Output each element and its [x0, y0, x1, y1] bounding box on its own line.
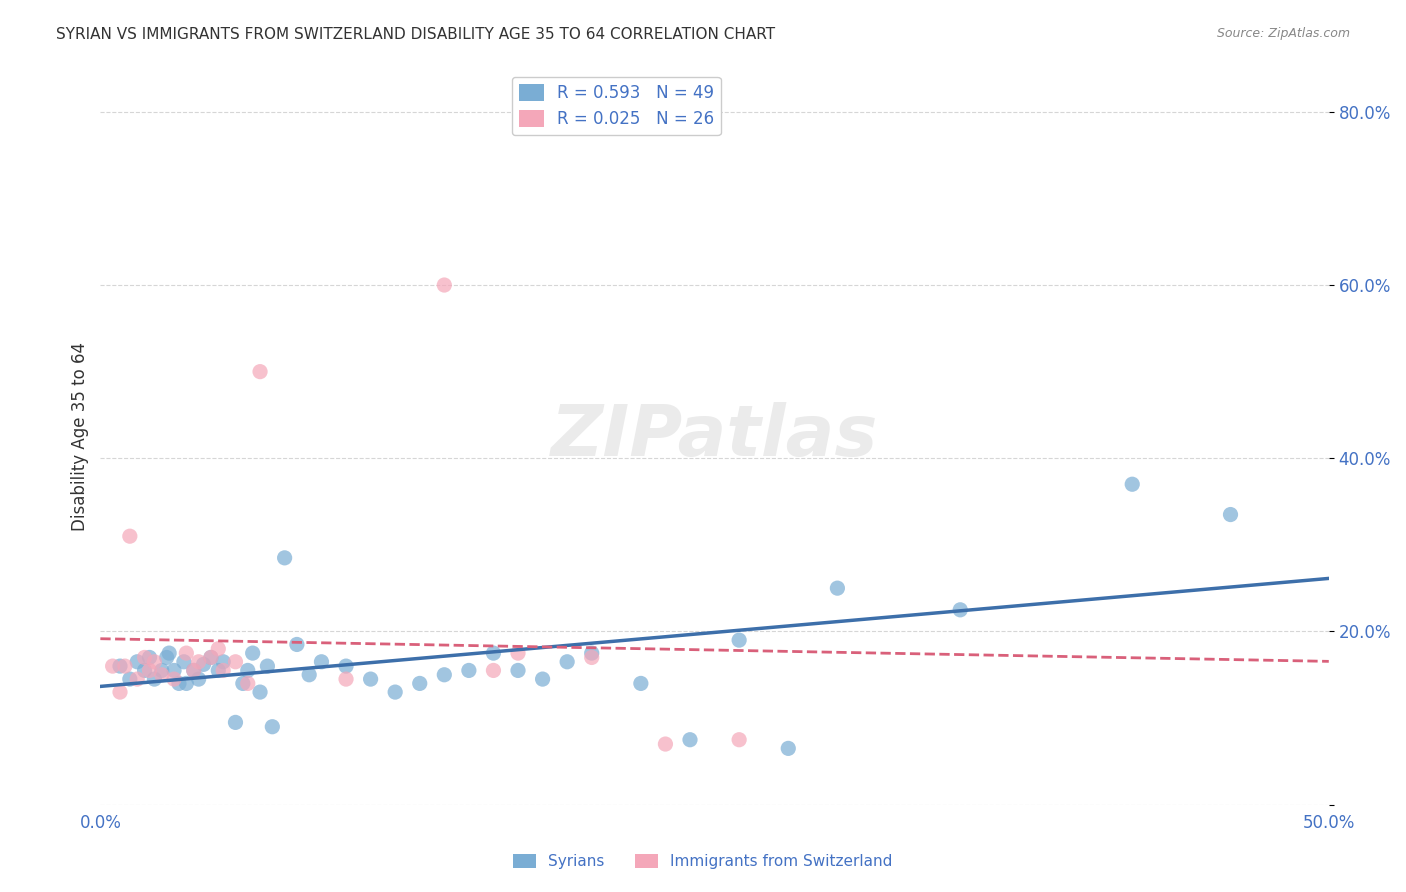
- Point: [157, 646, 180, 660]
- Point: [433, 278, 456, 293]
- Point: [138, 664, 160, 678]
- Point: [224, 655, 246, 669]
- Point: [242, 646, 264, 660]
- Point: [311, 655, 333, 669]
- Point: [224, 715, 246, 730]
- Point: [531, 672, 554, 686]
- Point: [127, 672, 149, 686]
- Point: [212, 664, 235, 678]
- Point: [555, 655, 578, 669]
- Point: [138, 650, 160, 665]
- Point: [101, 659, 124, 673]
- Point: [506, 646, 529, 660]
- Point: [207, 641, 229, 656]
- Point: [183, 664, 205, 678]
- Point: [187, 672, 209, 686]
- Point: [728, 732, 751, 747]
- Legend: Syrians, Immigrants from Switzerland: Syrians, Immigrants from Switzerland: [508, 848, 898, 875]
- Point: [236, 676, 259, 690]
- Point: [108, 685, 131, 699]
- Point: [409, 676, 432, 690]
- Point: [506, 664, 529, 678]
- Point: [114, 659, 136, 673]
- Point: [207, 664, 229, 678]
- Point: [778, 741, 800, 756]
- Point: [236, 664, 259, 678]
- Point: [298, 667, 321, 681]
- Point: [285, 637, 308, 651]
- Point: [118, 529, 141, 543]
- Y-axis label: Disability Age 35 to 64: Disability Age 35 to 64: [72, 343, 89, 531]
- Point: [1219, 508, 1241, 522]
- Point: [256, 659, 278, 673]
- Point: [457, 664, 479, 678]
- Point: [176, 646, 198, 660]
- Point: [173, 655, 195, 669]
- Point: [360, 672, 382, 686]
- Point: [150, 664, 173, 678]
- Point: [143, 672, 166, 686]
- Point: [630, 676, 652, 690]
- Point: [108, 659, 131, 673]
- Point: [827, 581, 849, 595]
- Point: [143, 655, 166, 669]
- Point: [150, 667, 173, 681]
- Point: [335, 659, 357, 673]
- Point: [134, 664, 156, 678]
- Point: [482, 664, 505, 678]
- Point: [212, 655, 235, 669]
- Point: [127, 655, 149, 669]
- Point: [679, 732, 702, 747]
- Point: [1121, 477, 1143, 491]
- Point: [482, 646, 505, 660]
- Point: [200, 650, 222, 665]
- Point: [384, 685, 406, 699]
- Point: [581, 650, 603, 665]
- Point: [581, 646, 603, 660]
- Point: [335, 672, 357, 686]
- Point: [156, 650, 179, 665]
- Text: Source: ZipAtlas.com: Source: ZipAtlas.com: [1216, 27, 1350, 40]
- Point: [232, 676, 254, 690]
- Point: [118, 672, 141, 686]
- Point: [193, 657, 215, 672]
- Point: [433, 667, 456, 681]
- Text: SYRIAN VS IMMIGRANTS FROM SWITZERLAND DISABILITY AGE 35 TO 64 CORRELATION CHART: SYRIAN VS IMMIGRANTS FROM SWITZERLAND DI…: [56, 27, 775, 42]
- Point: [163, 672, 186, 686]
- Point: [249, 685, 271, 699]
- Point: [134, 650, 156, 665]
- Point: [949, 603, 972, 617]
- Point: [167, 676, 190, 690]
- Point: [728, 633, 751, 648]
- Point: [262, 720, 284, 734]
- Point: [187, 655, 209, 669]
- Point: [183, 664, 205, 678]
- Text: ZIPatlas: ZIPatlas: [551, 402, 879, 471]
- Point: [654, 737, 676, 751]
- Point: [249, 365, 271, 379]
- Point: [200, 650, 222, 665]
- Point: [273, 550, 295, 565]
- Point: [176, 676, 198, 690]
- Legend: R = 0.593   N = 49, R = 0.025   N = 26: R = 0.593 N = 49, R = 0.025 N = 26: [512, 77, 721, 135]
- Point: [163, 664, 186, 678]
